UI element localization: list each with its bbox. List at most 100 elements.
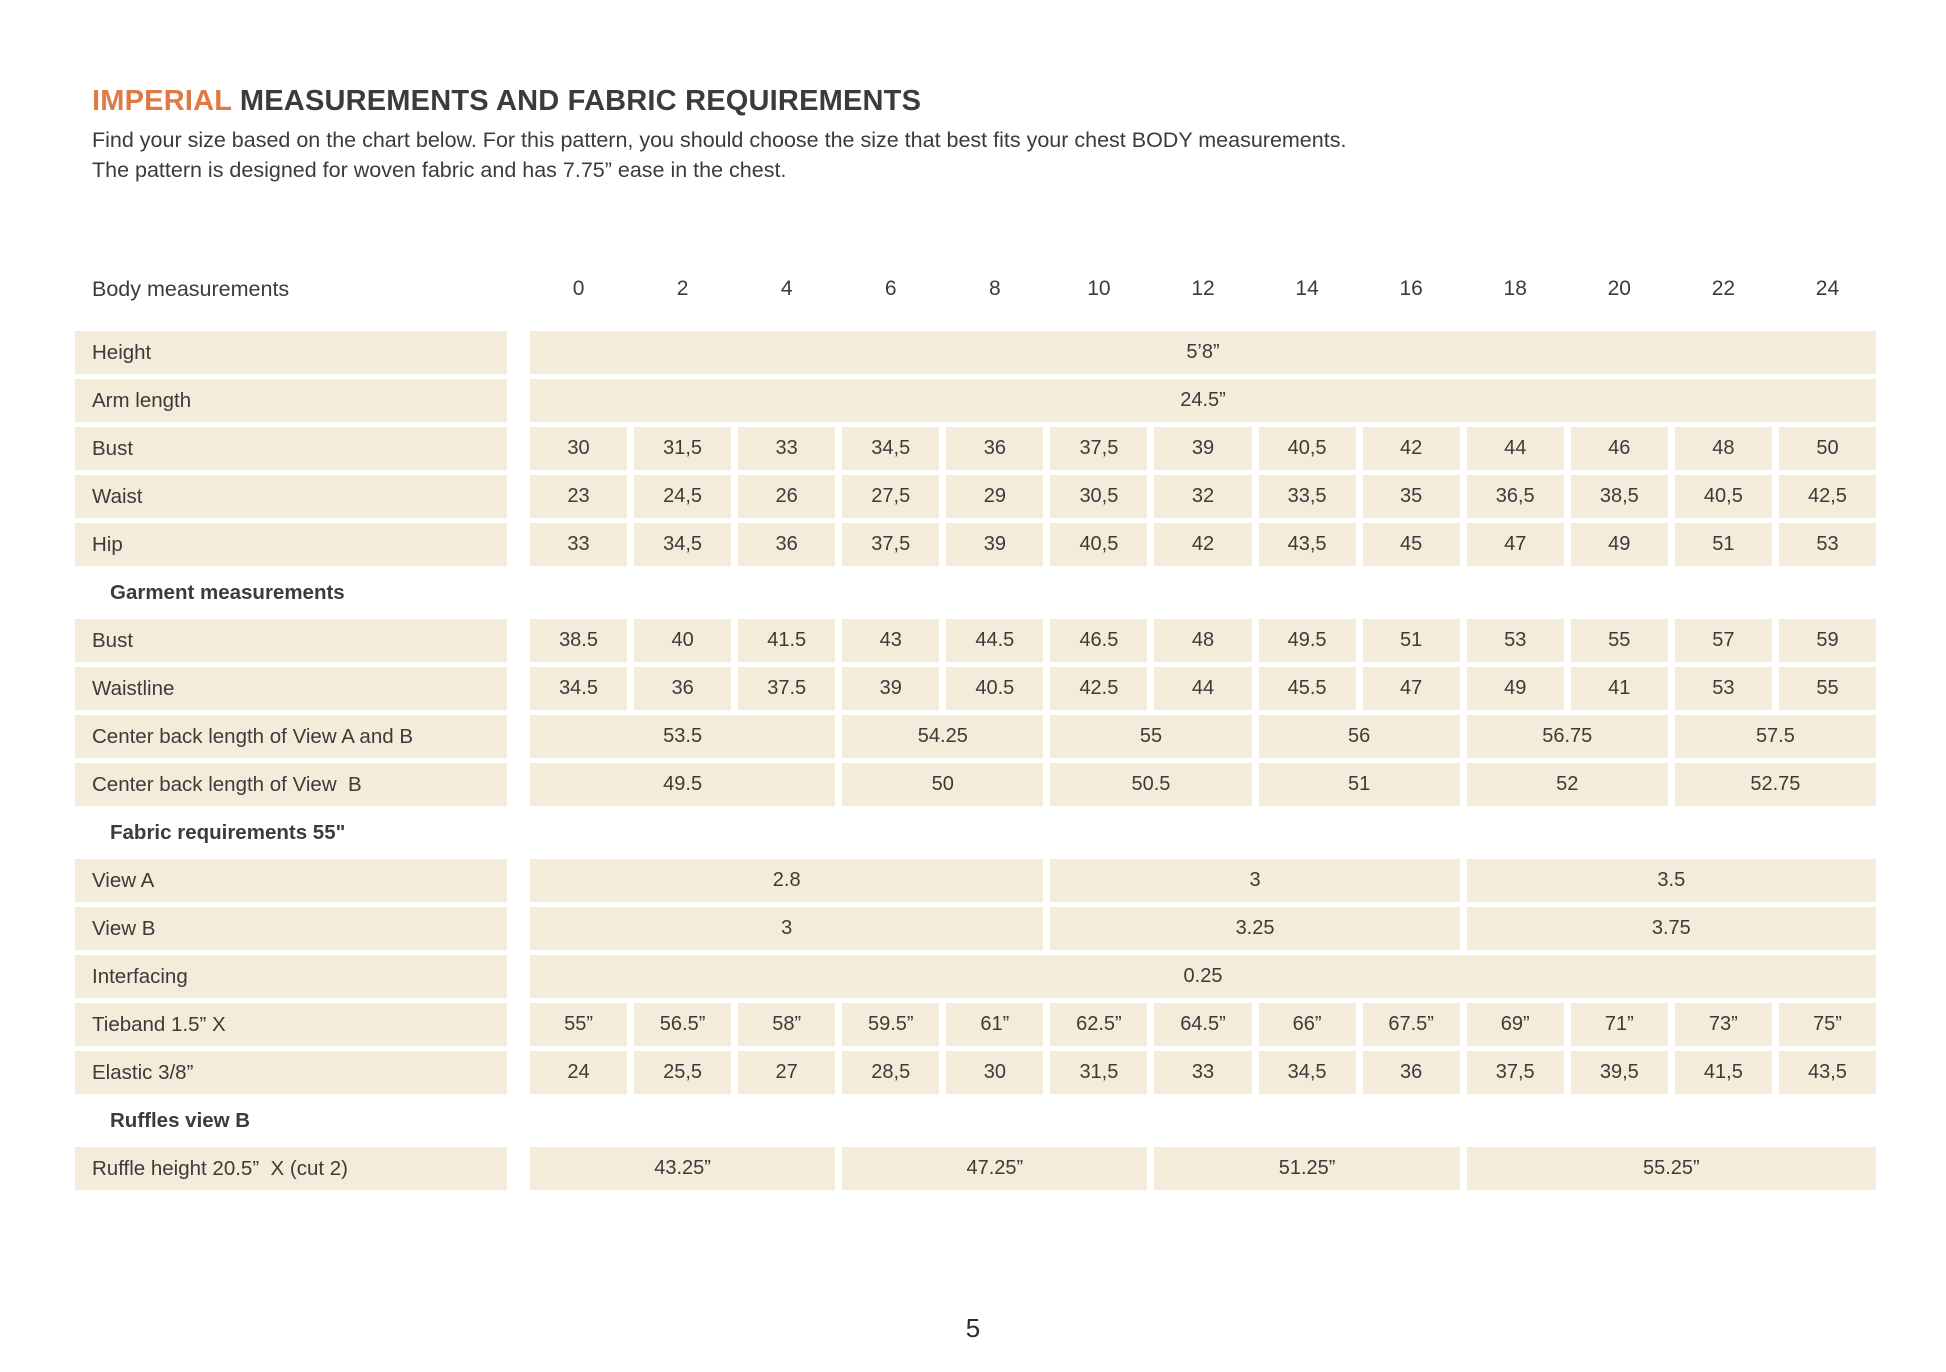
value-cell: 69” <box>1466 1003 1564 1046</box>
row-label: Height <box>75 331 507 374</box>
value-cell: 28,5 <box>842 1051 940 1094</box>
value-cell: 53.5 <box>530 715 836 758</box>
value-cell: 33 <box>1154 1051 1252 1094</box>
value-cell: 45 <box>1362 523 1460 566</box>
value-cell: 30,5 <box>1050 475 1148 518</box>
value-cell: 43 <box>842 619 940 662</box>
value-cell: 46 <box>1570 427 1668 470</box>
value-cell: 35 <box>1362 475 1460 518</box>
value-cell: 34,5 <box>842 427 940 470</box>
value-cell: 51.25” <box>1154 1147 1460 1190</box>
size-column-header: 20 <box>1607 277 1631 300</box>
value-cell: 38.5 <box>530 619 628 662</box>
row-label: Ruffle height 20.5” X (cut 2) <box>75 1147 507 1190</box>
value-cell: 44 <box>1466 427 1564 470</box>
value-cell: 24.5” <box>530 379 1876 422</box>
table-row: Height 5’8” <box>75 331 1876 374</box>
value-cell: 48 <box>1154 619 1252 662</box>
value-cell: 57.5 <box>1674 715 1876 758</box>
value-cell: 59 <box>1778 619 1876 662</box>
table-row: Hip 33 34,5 36 37,5 39 40,5 42 43,5 45 47 49 51 53 <box>75 523 1876 566</box>
size-column-header: 6 <box>884 277 897 300</box>
value-cell: 73” <box>1674 1003 1772 1046</box>
table-row: Elastic 3/8” 24 25,5 27 28,5 30 31,5 33 34,5 36 37… <box>75 1051 1876 1094</box>
page-number: 5 <box>965 1313 981 1343</box>
value-cell: 34,5 <box>634 523 732 566</box>
value-cell: 51 <box>1362 619 1460 662</box>
measurement-table: Body measurements 0 2 4 6 8 10 12 14 16 18 20 22 24 He… <box>75 263 1876 1190</box>
value-cell: 32 <box>1154 475 1252 518</box>
value-cell: 39 <box>1154 427 1252 470</box>
value-cell: 53 <box>1674 667 1772 710</box>
value-cell: 5’8” <box>530 331 1876 374</box>
value-cell: 36 <box>634 667 732 710</box>
value-cell: 66” <box>1258 1003 1356 1046</box>
value-cell: 61” <box>946 1003 1044 1046</box>
row-label: Center back length of View B <box>75 763 507 806</box>
value-cell: 55 <box>1778 667 1876 710</box>
value-cell: 56.75 <box>1466 715 1668 758</box>
row-label: Tieband 1.5” X <box>75 1003 507 1046</box>
value-cell: 36 <box>738 523 836 566</box>
value-cell: 39,5 <box>1570 1051 1668 1094</box>
intro-line-1: Find your size based on the chart below.… <box>92 128 1347 152</box>
value-cell: 27 <box>738 1051 836 1094</box>
table-row: View B 3 3.25 3.75 <box>75 907 1876 950</box>
value-cell: 29 <box>946 475 1044 518</box>
value-cell: 39 <box>946 523 1044 566</box>
value-cell: 30 <box>946 1051 1044 1094</box>
value-cell: 57 <box>1674 619 1772 662</box>
value-cell: 75” <box>1778 1003 1876 1046</box>
value-cell: 23 <box>530 475 628 518</box>
value-cell: 39 <box>842 667 940 710</box>
value-cell: 0.25 <box>530 955 1876 998</box>
value-cell: 67.5” <box>1362 1003 1460 1046</box>
value-cell: 55 <box>1570 619 1668 662</box>
table-row: Center back length of View B 49.5 50 50.5 51… <box>75 763 1876 806</box>
value-cell: 52 <box>1466 763 1668 806</box>
value-cell: 49.5 <box>1258 619 1356 662</box>
value-cell: 3.25 <box>1050 907 1460 950</box>
value-cell: 3 <box>1050 859 1460 902</box>
value-cell: 24 <box>530 1051 628 1094</box>
value-cell: 2.8 <box>530 859 1044 902</box>
value-cell: 40,5 <box>1674 475 1772 518</box>
value-cell: 36 <box>946 427 1044 470</box>
table-row: Waistline 34.5 36 37.5 39 40.5 42.5 44 45.5 47 49 4… <box>75 667 1876 710</box>
value-cell: 46.5 <box>1050 619 1148 662</box>
value-cell: 40,5 <box>1050 523 1148 566</box>
value-cell: 49 <box>1570 523 1668 566</box>
value-cell: 53 <box>1466 619 1564 662</box>
value-cell: 55” <box>530 1003 628 1046</box>
value-cell: 47 <box>1362 667 1460 710</box>
size-column-header: 24 <box>1815 277 1840 300</box>
value-cell: 3 <box>530 907 1044 950</box>
value-cell: 3.5 <box>1466 859 1876 902</box>
row-label: Waist <box>75 475 507 518</box>
value-cell: 53 <box>1778 523 1876 566</box>
size-column-header: 14 <box>1295 277 1319 300</box>
size-column-header: 2 <box>676 277 689 300</box>
row-label: Interfacing <box>75 955 507 998</box>
value-cell: 37.5 <box>738 667 836 710</box>
row-label: Hip <box>75 523 507 566</box>
value-cell: 56.5” <box>634 1003 732 1046</box>
section-header: Garment measurements <box>110 580 345 604</box>
row-label: Bust <box>75 427 507 470</box>
page-title: IMPERIAL MEASUREMENTS AND FABRIC REQUIRE… <box>92 84 1876 118</box>
value-cell: 50.5 <box>1050 763 1252 806</box>
value-cell: 59.5” <box>842 1003 940 1046</box>
table-row: Bust 30 31,5 33 34,5 36 37,5 39 40,5 42 44 46 48 50 <box>75 427 1876 470</box>
value-cell: 38,5 <box>1570 475 1668 518</box>
value-cell: 43,5 <box>1778 1051 1876 1094</box>
value-cell: 55 <box>1050 715 1252 758</box>
value-cell: 40.5 <box>946 667 1044 710</box>
table-row: View A 2.8 3 3.5 <box>75 859 1876 902</box>
value-cell: 44.5 <box>946 619 1044 662</box>
intro-line-2: The pattern is designed for woven fabric… <box>92 157 787 182</box>
size-column-header: 12 <box>1191 277 1215 300</box>
value-cell: 50 <box>1778 427 1876 470</box>
value-cell: 24,5 <box>634 475 732 518</box>
table-row: Interfacing 0.25 <box>75 955 1876 998</box>
value-cell: 40,5 <box>1258 427 1356 470</box>
